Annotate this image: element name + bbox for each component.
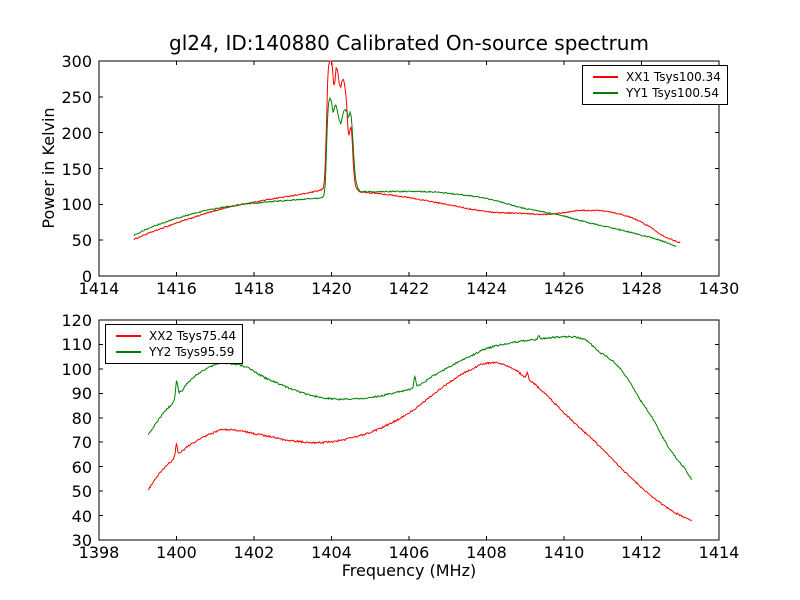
x-tick-label: 1410: [543, 543, 585, 562]
legend-line-xx2: [116, 335, 141, 337]
x-tick-label: 1408: [466, 543, 507, 562]
x-tick-label: 1406: [388, 543, 430, 562]
legend-label-xx2: XX2 Tsys75.44: [149, 329, 237, 343]
legend-item: YY2 Tsys95.59: [112, 344, 236, 360]
legend-item: XX2 Tsys75.44: [112, 328, 236, 344]
series-line-xx2: [147, 361, 693, 522]
x-tick-label: 1422: [388, 279, 430, 298]
series-line-xx1: [133, 60, 681, 244]
y-tick-label: 250: [61, 87, 92, 107]
legend-top-plot: XX1 Tsys100.34 YY1 Tsys100.54: [582, 65, 728, 105]
legend-label-xx1: XX1 Tsys100.34: [626, 70, 721, 84]
x-tick-label: 1430: [698, 279, 740, 298]
x-tick-label: 1418: [233, 279, 275, 298]
series-line-yy1: [133, 96, 677, 247]
y-tick-label: 120: [61, 311, 92, 330]
legend-line-xx1: [593, 76, 618, 78]
x-tick-label: 1414: [698, 543, 740, 562]
legend-item: YY1 Tsys100.54: [589, 85, 721, 101]
y-tick-label: 80: [71, 408, 92, 428]
legend-line-yy2: [116, 351, 141, 353]
y-tick-label: 30: [71, 531, 92, 550]
legend-line-yy1: [593, 92, 618, 94]
legend-label-yy2: YY2 Tsys95.59: [149, 345, 235, 359]
y-tick-label: 90: [71, 384, 92, 404]
x-tick-label: 1426: [543, 279, 585, 298]
y-tick-label: 200: [61, 123, 92, 143]
x-tick-label: 1412: [621, 543, 662, 562]
y-tick-label: 100: [61, 359, 92, 379]
legend-label-yy1: YY1 Tsys100.54: [626, 86, 720, 100]
x-axis-label-bottom: Frequency (MHz): [341, 561, 477, 580]
y-tick-label: 50: [71, 231, 92, 251]
x-tick-label: 1398: [78, 543, 120, 562]
x-tick-label: 1428: [621, 279, 662, 298]
legend-item: XX1 Tsys100.34: [589, 69, 721, 85]
x-tick-label: 1402: [233, 543, 275, 562]
y-tick-label: 40: [71, 506, 92, 526]
y-tick-label: 60: [71, 457, 92, 477]
x-tick-label: 1416: [156, 279, 197, 298]
y-tick-label: 300: [61, 52, 92, 71]
x-tick-label: 1400: [156, 543, 197, 562]
x-tick-label: 1414: [78, 279, 120, 298]
y-tick-label: 110: [61, 335, 92, 355]
y-tick-label: 0: [81, 267, 92, 286]
y-tick-label: 100: [61, 195, 92, 215]
y-tick-label: 70: [71, 433, 92, 453]
series-line-yy2: [147, 335, 693, 481]
x-tick-label: 1420: [311, 279, 352, 298]
x-tick-label: 1424: [466, 279, 507, 298]
legend-bottom-plot: XX2 Tsys75.44 YY2 Tsys95.59: [105, 324, 244, 364]
y-tick-label: 50: [71, 482, 92, 502]
chart-title: gl24, ID:140880 Calibrated On-source spe…: [169, 31, 649, 55]
y-tick-label: 150: [61, 159, 92, 179]
x-tick-label: 1404: [311, 543, 352, 562]
